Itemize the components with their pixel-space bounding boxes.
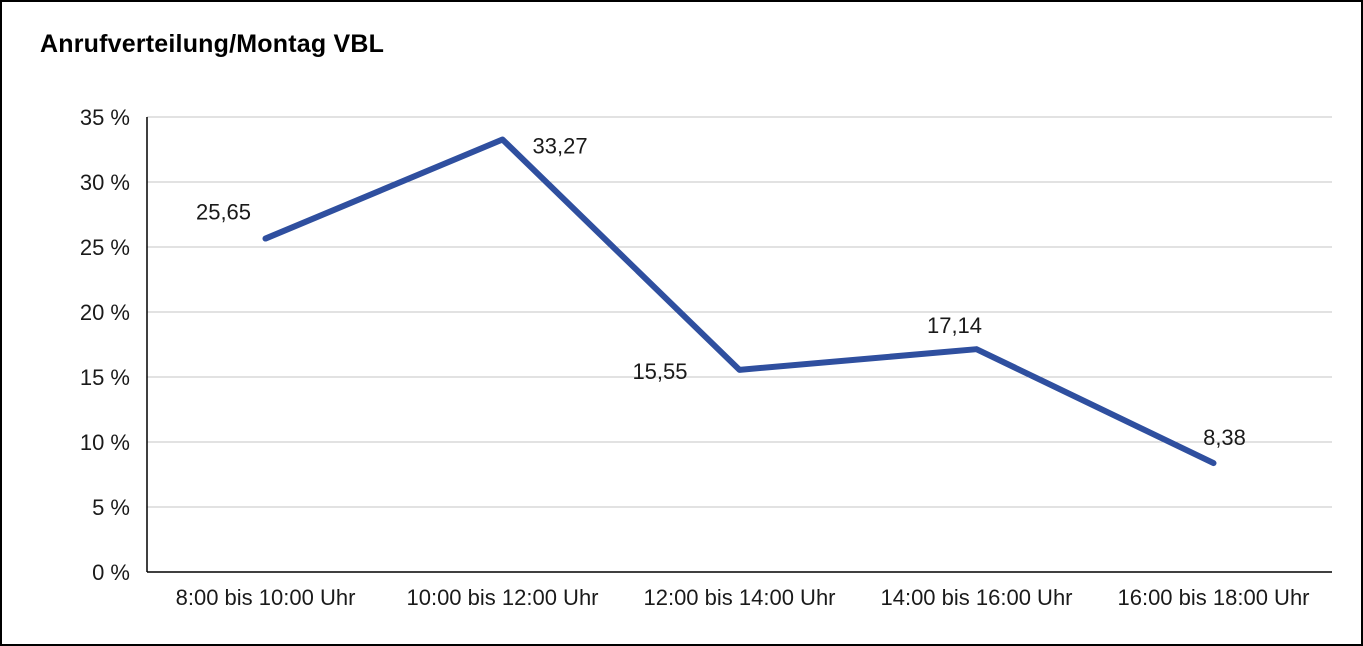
x-tick-label: 16:00 bis 18:00 Uhr: [1117, 585, 1309, 610]
x-tick-label: 12:00 bis 14:00 Uhr: [643, 585, 835, 610]
data-point-label: 8,38: [1203, 425, 1246, 450]
y-tick-label: 30 %: [80, 170, 130, 195]
data-point-label: 33,27: [533, 133, 588, 158]
y-tick-label: 35 %: [80, 105, 130, 130]
y-tick-label: 20 %: [80, 300, 130, 325]
data-point-label: 25,65: [196, 200, 251, 225]
chart-title: Anrufverteilung/Montag VBL: [40, 30, 385, 58]
data-point-label: 17,14: [927, 313, 982, 338]
y-tick-label: 0 %: [92, 560, 130, 585]
y-tick-label: 15 %: [80, 365, 130, 390]
x-tick-label: 14:00 bis 16:00 Uhr: [880, 585, 1072, 610]
data-point-label: 15,55: [632, 359, 687, 384]
x-tick-label: 10:00 bis 12:00 Uhr: [406, 585, 598, 610]
y-tick-label: 25 %: [80, 235, 130, 260]
x-tick-label: 8:00 bis 10:00 Uhr: [176, 585, 356, 610]
data-line: [262, 136, 1217, 467]
y-tick-label: 10 %: [80, 430, 130, 455]
y-tick-label: 5 %: [92, 495, 130, 520]
